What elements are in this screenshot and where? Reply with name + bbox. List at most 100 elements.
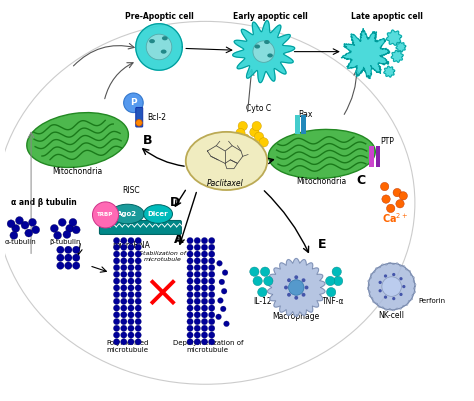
Circle shape [128,298,134,304]
Circle shape [135,264,141,271]
Circle shape [194,305,201,311]
Circle shape [135,251,141,257]
Circle shape [218,298,223,304]
Circle shape [128,258,134,264]
Circle shape [294,275,298,279]
Text: A: A [174,233,183,246]
Circle shape [128,292,134,298]
Circle shape [253,41,274,63]
Text: Dicer: Dicer [148,211,168,217]
Circle shape [384,296,387,299]
Circle shape [238,122,247,131]
Circle shape [12,225,20,232]
Ellipse shape [110,204,144,224]
Text: α-tubulin: α-tubulin [4,239,36,245]
Circle shape [128,332,134,338]
Circle shape [113,271,120,277]
Circle shape [287,293,291,297]
Circle shape [287,278,291,282]
Circle shape [28,219,36,226]
Bar [295,115,300,134]
Circle shape [255,132,264,142]
Text: D: D [170,196,181,209]
Circle shape [400,277,402,280]
Circle shape [399,192,408,200]
Text: Depolymerization of
microtubule: Depolymerization of microtubule [173,340,243,352]
Circle shape [120,237,127,244]
Circle shape [301,278,305,282]
Text: Late apoptic cell: Late apoptic cell [351,12,423,21]
Circle shape [384,274,387,277]
Circle shape [113,292,120,298]
Circle shape [201,244,208,251]
Circle shape [135,237,141,244]
Circle shape [209,292,215,298]
Circle shape [120,312,127,318]
Circle shape [289,280,304,295]
Circle shape [120,298,127,304]
Circle shape [194,292,201,298]
Circle shape [252,122,261,131]
Text: PTP: PTP [380,137,394,146]
Circle shape [64,254,72,261]
Circle shape [57,262,64,269]
Circle shape [201,264,208,271]
Circle shape [209,244,215,251]
Circle shape [120,271,127,277]
Circle shape [187,298,193,304]
Circle shape [50,225,58,232]
Circle shape [217,261,222,266]
Bar [376,146,381,166]
Ellipse shape [255,45,260,49]
Circle shape [120,325,127,332]
Polygon shape [384,66,395,77]
Circle shape [66,225,73,232]
Circle shape [201,278,208,284]
Polygon shape [396,42,406,52]
Circle shape [128,305,134,311]
Circle shape [201,258,208,264]
Circle shape [187,251,193,257]
Circle shape [73,262,80,269]
Text: Ago2: Ago2 [118,211,137,217]
Circle shape [201,237,208,244]
Circle shape [194,251,201,257]
Circle shape [113,305,120,311]
Circle shape [113,325,120,332]
Circle shape [216,314,221,320]
Circle shape [236,128,245,138]
Ellipse shape [264,40,270,44]
Ellipse shape [162,36,168,41]
Circle shape [194,237,201,244]
Circle shape [135,318,141,325]
Circle shape [381,182,389,191]
Circle shape [201,325,208,332]
Circle shape [222,270,228,275]
Circle shape [128,339,134,345]
Ellipse shape [186,132,267,190]
Circle shape [135,305,141,311]
Circle shape [284,286,288,290]
Circle shape [113,251,120,257]
Circle shape [201,312,208,318]
Text: TNF-α: TNF-α [322,297,345,306]
Polygon shape [391,50,403,62]
Circle shape [135,325,141,332]
Polygon shape [267,259,325,316]
Circle shape [128,278,134,284]
Circle shape [209,312,215,318]
Text: Perforin: Perforin [419,298,446,304]
Circle shape [54,231,62,239]
Circle shape [187,244,193,251]
Circle shape [209,298,215,304]
Circle shape [187,332,193,338]
Circle shape [305,286,309,290]
Text: E: E [318,238,326,251]
Circle shape [382,277,401,296]
Text: NK-cell: NK-cell [379,311,405,320]
Circle shape [201,292,208,298]
Circle shape [194,332,201,338]
Circle shape [113,285,120,291]
Circle shape [25,229,33,237]
Circle shape [392,297,395,300]
